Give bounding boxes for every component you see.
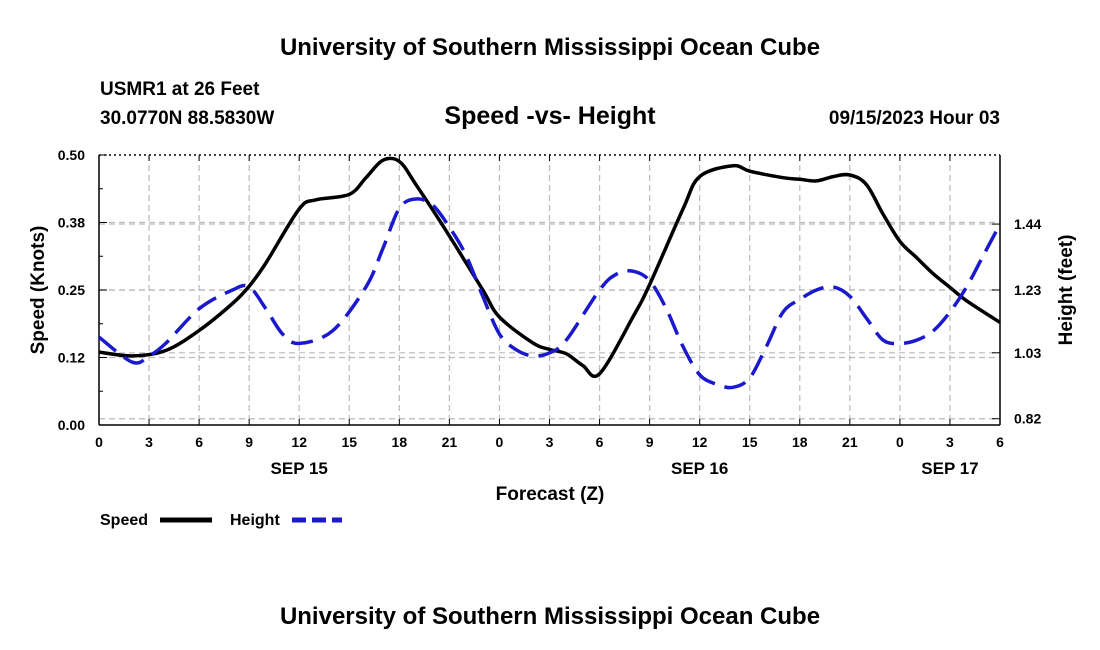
- y-tick-label: 0.00: [58, 417, 85, 433]
- x-tick-label: 3: [546, 434, 554, 450]
- axes: [98, 154, 1001, 426]
- y-tick-label: 0.38: [58, 215, 85, 231]
- x-tick-label: 12: [692, 434, 708, 450]
- date-label: SEP 15: [271, 459, 328, 478]
- y2-tick-label: 0.82: [1014, 411, 1041, 427]
- x-tick-label: 6: [596, 434, 604, 450]
- series-lines: [97, 156, 1002, 390]
- x-tick-label: 3: [145, 434, 153, 450]
- chart-title: Speed -vs- Height: [444, 102, 656, 130]
- y-tick-label: 0.12: [58, 350, 85, 366]
- x-tick-label: 0: [496, 434, 504, 450]
- y-tick-label: 0.50: [58, 147, 85, 163]
- y2-axis-label: Height (feet): [1056, 235, 1077, 346]
- x-tick-label: 9: [245, 434, 253, 450]
- x-axis-label: Forecast (Z): [496, 484, 605, 505]
- y2-tick-label: 1.03: [1014, 345, 1041, 361]
- date-label: SEP 16: [671, 459, 728, 478]
- x-tick-label: 0: [896, 434, 904, 450]
- y-tick-label: 0.25: [58, 282, 85, 298]
- x-tick-label: 3: [946, 434, 954, 450]
- legend-height-label: Height: [230, 512, 280, 529]
- x-tick-label: 18: [792, 434, 808, 450]
- chart-main-title: University of Southern Mississippi Ocean…: [280, 34, 820, 61]
- x-tick-label: 6: [195, 434, 203, 450]
- date-hour-label: 09/15/2023 Hour 03: [829, 108, 1000, 129]
- x-tick-label: 9: [646, 434, 654, 450]
- coordinates-label: 30.0770N 88.5830W: [100, 108, 274, 129]
- x-tick-label: 21: [442, 434, 458, 450]
- x-tick-label: 0: [95, 434, 103, 450]
- series-line-height: [97, 197, 1002, 390]
- x-tick-label: 21: [842, 434, 858, 450]
- x-tick-label: 15: [742, 434, 758, 450]
- y2-tick-label: 1.44: [1014, 216, 1041, 232]
- x-tick-label: 18: [392, 434, 408, 450]
- series-line-speed: [98, 156, 1001, 379]
- x-tick-label: 15: [341, 434, 357, 450]
- legend-speed-label: Speed: [100, 512, 148, 529]
- x-tick-label: 12: [291, 434, 307, 450]
- y-axis-label: Speed (Knots): [28, 226, 49, 355]
- tick-labels: 0 3 6 9 12 15 18 21 0 3 6 9 12 15 18 21 0 3 6 SEP 15 SEP 16 S…: [58, 147, 1042, 478]
- y2-tick-label: 1.23: [1014, 282, 1041, 298]
- grid-lines: [99, 155, 1000, 425]
- legend: Speed Height: [100, 512, 342, 529]
- x-tick-label: 6: [996, 434, 1004, 450]
- station-label: USMR1 at 26 Feet: [100, 79, 260, 100]
- footer-title: University of Southern Mississippi Ocean…: [280, 603, 820, 630]
- date-label: SEP 17: [921, 459, 978, 478]
